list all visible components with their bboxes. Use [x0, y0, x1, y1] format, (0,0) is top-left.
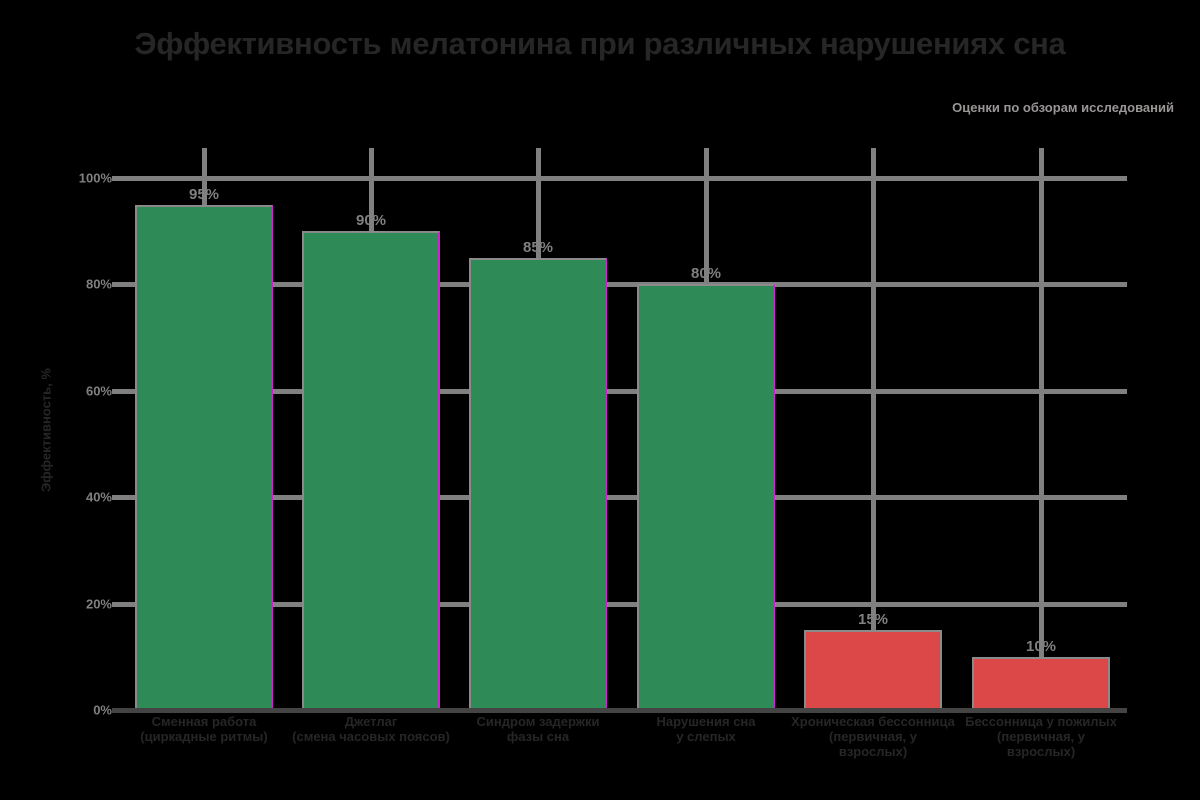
v-gridline [871, 148, 876, 710]
x-tick-label: Сменная работа (циркадные ритмы) [140, 714, 268, 744]
bar[interactable] [302, 231, 440, 710]
x-tick-label: Нарушения сна у слепых [656, 714, 756, 744]
bar[interactable] [469, 257, 607, 710]
bar[interactable] [804, 630, 942, 710]
bar[interactable] [135, 204, 273, 710]
bar-value-label: 80% [690, 265, 722, 283]
bar-value-label: 85% [522, 238, 554, 256]
x-tick-label: Хроническая бессонница (первичная, у взрос… [791, 714, 955, 759]
x-tick-label: Синдром задержки фазы сна [476, 714, 600, 744]
chart-caption: Оценки по обзорам исследований [952, 100, 1174, 115]
h-gridline [112, 176, 1127, 181]
y-tick-label: 80% [85, 276, 112, 292]
h-gridline [112, 601, 1127, 607]
bar-value-label: 95% [188, 185, 220, 203]
bar-value-label: 15% [857, 611, 889, 629]
h-gridline [112, 388, 1127, 394]
v-gridline [1039, 148, 1044, 710]
h-gridline [112, 282, 1127, 288]
y-tick-label: 100% [78, 170, 112, 186]
x-tick-label: Джетлаг (смена часовых поясов) [292, 714, 450, 744]
bar[interactable] [972, 656, 1110, 710]
y-tick-label: 60% [85, 383, 112, 399]
y-tick-label: 40% [85, 489, 112, 505]
h-gridline [112, 495, 1127, 501]
bar-value-label: 90% [355, 212, 387, 230]
x-axis-baseline [112, 708, 1127, 713]
x-tick-label: Бессонница у пожилых (первичная, у взрослы… [965, 714, 1117, 759]
y-tick-label: 20% [85, 596, 112, 612]
bar-value-label: 10% [1025, 637, 1057, 655]
y-tick-label: 0% [93, 702, 112, 718]
bar[interactable] [637, 284, 775, 710]
chart-title: Эффективность мелатонина при различных н… [134, 26, 1066, 61]
